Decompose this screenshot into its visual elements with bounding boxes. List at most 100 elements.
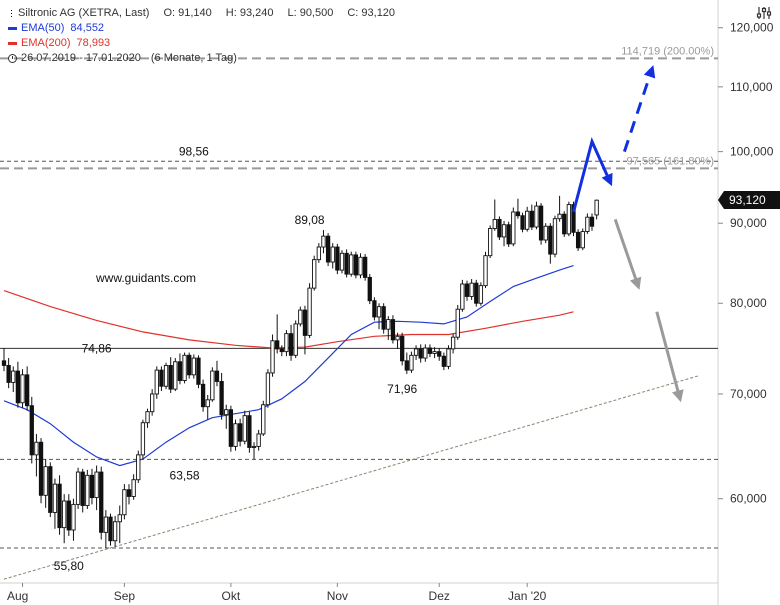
- candle-body: [358, 256, 363, 276]
- candle-body: [413, 348, 419, 356]
- candle-body: [372, 300, 377, 318]
- candle-body: [205, 399, 210, 408]
- current-price-badge-shape: [718, 191, 780, 210]
- candle-body: [349, 254, 354, 275]
- candle-body: [57, 483, 62, 529]
- candle-body: [474, 282, 479, 304]
- candle-body: [571, 204, 576, 233]
- legend-open: O: 91,140: [163, 7, 212, 19]
- candle-body: [534, 205, 539, 228]
- candle-body: [589, 216, 595, 227]
- candle-body: [80, 471, 85, 506]
- forecast-arrows: [572, 65, 684, 403]
- candle-body: [316, 246, 321, 261]
- candle-body: [200, 383, 206, 408]
- candle-body: [163, 365, 169, 387]
- candle-body: [20, 374, 25, 404]
- candle-body: [261, 404, 266, 435]
- legend-period-detail: (6 Monate, 1 Tag): [150, 52, 237, 64]
- candle-body: [594, 199, 599, 216]
- level-label: 97,565 (161.80%): [627, 155, 714, 167]
- candle-body: [117, 514, 122, 523]
- candle-body: [187, 354, 192, 376]
- candle-body: [404, 360, 409, 371]
- settings-sliders-icon[interactable]: [756, 6, 772, 20]
- price-annotations: 98,56 89,08 74,86 71,96 63,58 55,80: [54, 144, 418, 573]
- x-tick-label: Dez: [429, 589, 450, 603]
- candle-body: [224, 409, 229, 416]
- candle-body: [270, 340, 275, 374]
- candle-body: [214, 370, 220, 382]
- candle-body: [233, 423, 238, 447]
- candle-body: [330, 246, 335, 263]
- candle-body: [1, 360, 7, 366]
- candle-body: [302, 309, 308, 336]
- clock-icon: [8, 54, 17, 63]
- candle-body: [52, 483, 58, 513]
- candle-body: [150, 393, 155, 413]
- price-annotation: 89,08: [295, 213, 325, 227]
- candle-body: [210, 370, 215, 401]
- candle-body: [293, 323, 298, 356]
- candle-body: [450, 336, 456, 350]
- ohlc-swatch-icon: [11, 13, 12, 14]
- candle-body: [390, 319, 396, 341]
- candle-body: [562, 213, 567, 235]
- blue-forecast-arrow: [622, 65, 656, 153]
- y-tick-label: 80,000: [730, 296, 767, 310]
- candle-body: [437, 351, 442, 357]
- candle-body: [548, 225, 553, 255]
- candle-body: [66, 500, 71, 531]
- candle-body: [284, 333, 289, 353]
- candle-body: [501, 224, 507, 238]
- x-tick-label: Jan '20: [508, 589, 547, 603]
- candle-body: [75, 471, 81, 505]
- candle-body: [520, 215, 525, 230]
- candle-body: [543, 225, 548, 241]
- candle-body: [103, 516, 109, 533]
- ema200-line: [3, 290, 574, 349]
- candle-body: [464, 283, 470, 297]
- candle-body: [339, 252, 345, 271]
- candle-body: [43, 466, 48, 496]
- candle-body: [159, 369, 164, 387]
- candle-body: [126, 489, 132, 497]
- y-tick-label: 120,000: [730, 21, 774, 35]
- candle-body: [386, 319, 391, 330]
- candle-body: [423, 347, 428, 359]
- candle-body: [279, 348, 284, 353]
- candle-body: [455, 308, 460, 338]
- candle-body: [585, 216, 590, 233]
- candle-body: [400, 335, 405, 362]
- legend-ohlc-row: Siltronic AG (XETRA, Last) O: 91,140 H: …: [8, 6, 395, 21]
- candle-body: [557, 213, 562, 220]
- price-annotation: 71,96: [387, 382, 417, 396]
- candle-body: [85, 474, 90, 506]
- candle-body: [566, 204, 572, 235]
- candle-body: [362, 256, 368, 278]
- candle-body: [538, 205, 544, 241]
- candle-body: [492, 218, 497, 229]
- candle-body: [38, 441, 44, 496]
- candle-body: [432, 351, 437, 354]
- candle-body: [256, 433, 261, 447]
- candle-body: [488, 228, 493, 257]
- candle-body: [99, 471, 104, 533]
- candle-body: [34, 441, 39, 456]
- candle-body: [409, 354, 414, 371]
- candle-body: [381, 306, 386, 330]
- candle-body: [29, 405, 34, 456]
- candle-body: [395, 335, 400, 341]
- x-tick-label: Sep: [114, 589, 136, 603]
- candle-body: [469, 282, 474, 297]
- candle-body: [312, 259, 317, 289]
- price-annotation: 55,80: [54, 559, 84, 573]
- candle-body: [71, 503, 76, 531]
- legend: Siltronic AG (XETRA, Last) O: 91,140 H: …: [8, 6, 395, 66]
- candle-body: [140, 422, 146, 456]
- candle-body: [515, 211, 521, 217]
- y-axis: 60,000 70,000 80,000 90,000 100,000 110,000 12…: [718, 21, 774, 506]
- candle-body: [237, 423, 243, 442]
- legend-period: 26.07.2019 - 17.01.2020: [21, 52, 141, 64]
